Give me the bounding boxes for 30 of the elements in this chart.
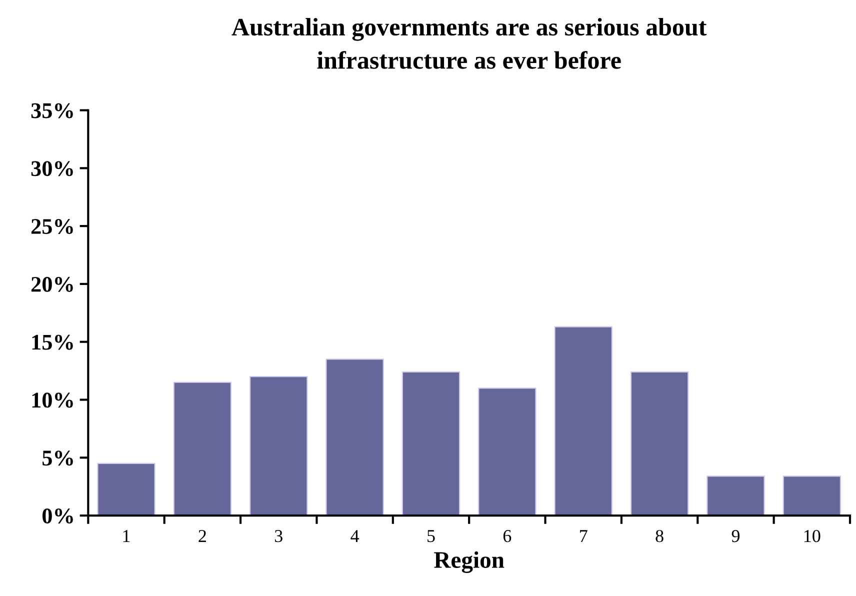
bar: [402, 371, 460, 516]
x-tick-label: 5: [428, 530, 435, 542]
x-tick-label: 10: [804, 530, 820, 542]
x-tick-label: 7: [580, 530, 588, 542]
y-tick-label: 35%: [31, 103, 73, 118]
bar: [173, 382, 232, 516]
y-tick-label: 0%: [42, 508, 73, 524]
bar: [478, 388, 536, 516]
bar: [250, 376, 308, 516]
x-tick-label: 6: [503, 530, 512, 542]
x-tick-label: 9: [732, 530, 740, 542]
bar: [782, 476, 842, 516]
y-tick-label: 5%: [42, 450, 73, 466]
bar: [706, 476, 765, 516]
x-axis-title: Region: [434, 551, 504, 573]
y-tick-label: 15%: [32, 334, 73, 350]
x-tick-label: 3: [274, 530, 282, 542]
bar: [554, 326, 612, 516]
bar: [630, 371, 689, 516]
chart-title: Australian governments are as serious about infrastructure as ever before: [232, 18, 707, 69]
x-tick-label: 1: [123, 530, 130, 542]
bar: [326, 358, 384, 516]
y-tick-label: 25%: [31, 218, 73, 234]
x-tick-label: 4: [350, 530, 360, 542]
y-tick-label: 20%: [31, 276, 73, 292]
x-tick-label: 8: [656, 530, 664, 542]
bar: [97, 462, 156, 516]
x-tick-label: 2: [198, 530, 206, 542]
y-tick-label: 30%: [31, 161, 73, 176]
y-tick-label: 10%: [32, 392, 73, 408]
